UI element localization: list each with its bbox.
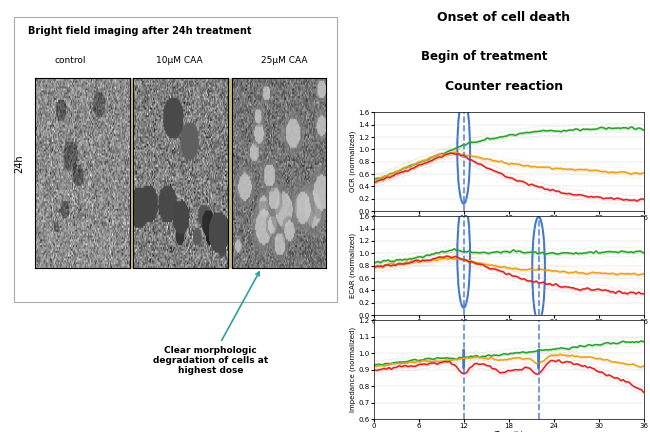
Text: control: control (55, 56, 86, 65)
Text: 10μM CAA: 10μM CAA (156, 56, 202, 65)
X-axis label: Time (h): Time (h) (494, 222, 523, 229)
Text: Clear morphologic
degradation of cells at
highest dose: Clear morphologic degradation of cells a… (153, 272, 268, 375)
Text: 24h: 24h (14, 155, 24, 174)
X-axis label: Time (h): Time (h) (494, 431, 523, 432)
FancyBboxPatch shape (14, 17, 337, 302)
Text: 25μM CAA: 25μM CAA (261, 56, 307, 65)
Y-axis label: Impedance (normalized): Impedance (normalized) (349, 327, 356, 412)
Y-axis label: OCR (normalized): OCR (normalized) (349, 131, 356, 192)
Text: Counter reaction: Counter reaction (445, 80, 563, 93)
X-axis label: Time (h): Time (h) (494, 327, 523, 333)
Text: Bright field imaging after 24h treatment: Bright field imaging after 24h treatment (28, 26, 252, 36)
Text: 10x objective: 10x objective (282, 254, 319, 259)
Text: Begin of treatment: Begin of treatment (421, 50, 547, 63)
Text: Onset of cell death: Onset of cell death (437, 11, 570, 24)
Y-axis label: ECAR (normalized): ECAR (normalized) (349, 233, 356, 298)
